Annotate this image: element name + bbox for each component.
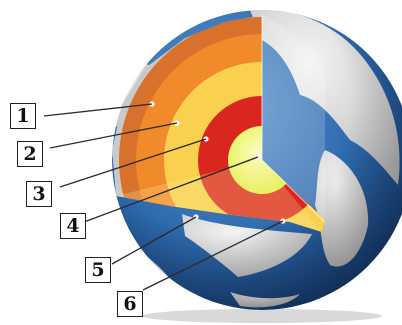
label-6: 6 xyxy=(117,291,143,317)
globe-shadow xyxy=(142,309,382,323)
label-1: 1 xyxy=(10,103,36,129)
leader-line-6 xyxy=(142,220,284,291)
leader-line-2 xyxy=(49,122,178,149)
leader-line-3 xyxy=(59,138,207,188)
leader-line-5 xyxy=(111,216,197,265)
cut-floor xyxy=(116,160,322,232)
label-2: 2 xyxy=(17,141,43,167)
leader-line-1 xyxy=(43,103,153,117)
leader-line-4 xyxy=(83,156,259,223)
label-3: 3 xyxy=(26,181,52,207)
cut-wall-right xyxy=(262,15,325,220)
label-5: 5 xyxy=(85,257,111,283)
label-4: 4 xyxy=(60,213,86,239)
